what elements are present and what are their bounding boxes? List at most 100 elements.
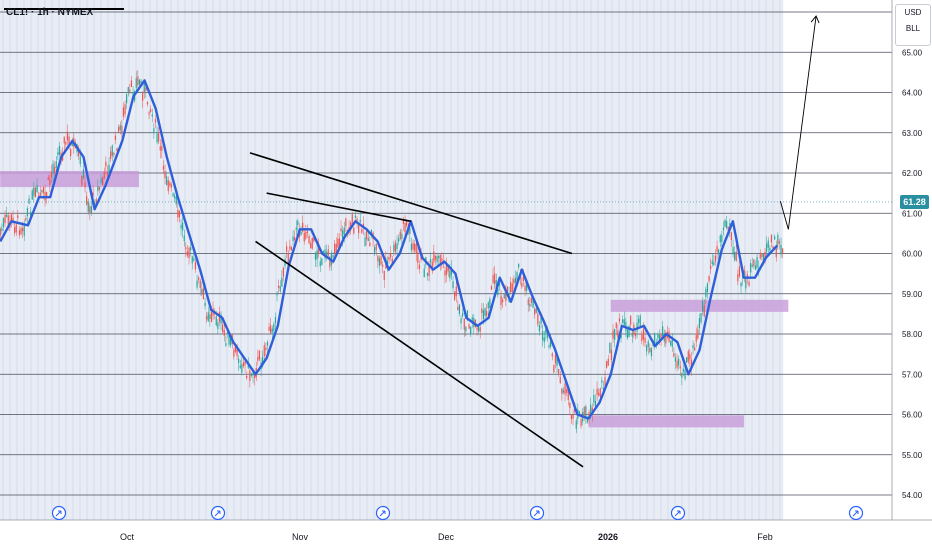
candle bbox=[15, 224, 17, 233]
candle bbox=[500, 295, 502, 305]
candle bbox=[478, 324, 480, 332]
trend-line[interactable] bbox=[249, 152, 573, 255]
candle bbox=[364, 237, 366, 247]
candle bbox=[710, 265, 712, 270]
candle bbox=[273, 323, 275, 331]
candle bbox=[188, 247, 190, 259]
candle bbox=[199, 280, 201, 288]
candle bbox=[313, 237, 315, 242]
candle bbox=[295, 227, 297, 230]
y-tick-label: 54.00 bbox=[902, 491, 923, 500]
candle bbox=[226, 332, 229, 335]
candle bbox=[306, 231, 309, 234]
event-flag-icon[interactable] bbox=[210, 505, 226, 521]
trend-line[interactable] bbox=[255, 240, 584, 468]
candle bbox=[150, 109, 152, 113]
candle bbox=[497, 288, 499, 296]
candle bbox=[103, 172, 105, 179]
candle bbox=[634, 332, 637, 337]
candle bbox=[359, 219, 361, 223]
candle bbox=[113, 152, 115, 155]
candle bbox=[764, 251, 766, 262]
event-flag-icon[interactable] bbox=[375, 505, 391, 521]
candle bbox=[596, 388, 598, 395]
candle bbox=[58, 145, 61, 155]
candle bbox=[319, 261, 321, 267]
candle bbox=[570, 414, 573, 420]
candle bbox=[366, 229, 368, 240]
candle bbox=[158, 133, 160, 142]
candle bbox=[169, 182, 171, 186]
y-tick-label: 62.00 bbox=[902, 169, 923, 178]
candle bbox=[564, 383, 566, 395]
candle bbox=[542, 330, 544, 341]
candle bbox=[450, 266, 453, 276]
candle bbox=[286, 246, 288, 252]
candle bbox=[487, 302, 489, 309]
candle bbox=[378, 258, 381, 266]
moving-average-line bbox=[0, 79, 779, 420]
unit-selector[interactable]: USD BLL bbox=[895, 4, 931, 46]
trend-line[interactable] bbox=[266, 192, 412, 223]
candle bbox=[210, 311, 213, 323]
candle bbox=[743, 269, 745, 276]
candle bbox=[198, 277, 200, 281]
candle bbox=[89, 206, 91, 214]
candle bbox=[10, 214, 13, 222]
candle bbox=[190, 247, 192, 251]
candle bbox=[674, 357, 677, 362]
candle bbox=[441, 258, 443, 262]
candle bbox=[177, 209, 179, 218]
event-flag-icon[interactable] bbox=[848, 505, 864, 521]
candle bbox=[578, 410, 581, 415]
candle bbox=[12, 217, 14, 223]
candle bbox=[745, 279, 747, 289]
candle bbox=[241, 364, 243, 373]
candle bbox=[145, 87, 147, 91]
candle bbox=[689, 354, 691, 360]
candle bbox=[404, 223, 406, 233]
candle bbox=[140, 80, 142, 84]
candle bbox=[244, 361, 246, 366]
candle bbox=[274, 317, 277, 324]
candle bbox=[63, 136, 65, 144]
candle bbox=[52, 163, 54, 174]
candle bbox=[121, 125, 123, 134]
candle bbox=[92, 192, 94, 196]
candle bbox=[647, 341, 649, 347]
candle bbox=[266, 341, 269, 346]
candle bbox=[516, 272, 518, 283]
candle bbox=[553, 364, 555, 373]
event-flag-icon[interactable] bbox=[51, 505, 67, 521]
candle bbox=[238, 358, 240, 364]
candle bbox=[498, 283, 501, 286]
candle bbox=[556, 357, 558, 366]
candle bbox=[90, 206, 93, 213]
candle bbox=[761, 253, 763, 257]
projection-arrow[interactable] bbox=[779, 15, 817, 230]
candle bbox=[271, 328, 273, 333]
candle bbox=[201, 288, 203, 295]
candle bbox=[726, 221, 728, 229]
candle bbox=[612, 330, 614, 339]
candle bbox=[375, 243, 377, 251]
candle bbox=[695, 335, 697, 342]
event-flag-icon[interactable] bbox=[529, 505, 545, 521]
candle bbox=[332, 255, 334, 258]
candle bbox=[734, 252, 736, 260]
candle bbox=[279, 286, 281, 292]
candle bbox=[532, 298, 534, 308]
candle bbox=[585, 406, 587, 417]
candle bbox=[694, 347, 696, 351]
candle bbox=[676, 360, 678, 368]
candle bbox=[706, 283, 709, 292]
candle bbox=[719, 235, 721, 243]
candle bbox=[505, 291, 507, 301]
candle bbox=[367, 238, 369, 242]
event-flag-icon[interactable] bbox=[670, 505, 686, 521]
candle bbox=[41, 190, 43, 193]
candle bbox=[618, 318, 621, 322]
candle bbox=[105, 161, 107, 167]
candle bbox=[513, 279, 515, 284]
